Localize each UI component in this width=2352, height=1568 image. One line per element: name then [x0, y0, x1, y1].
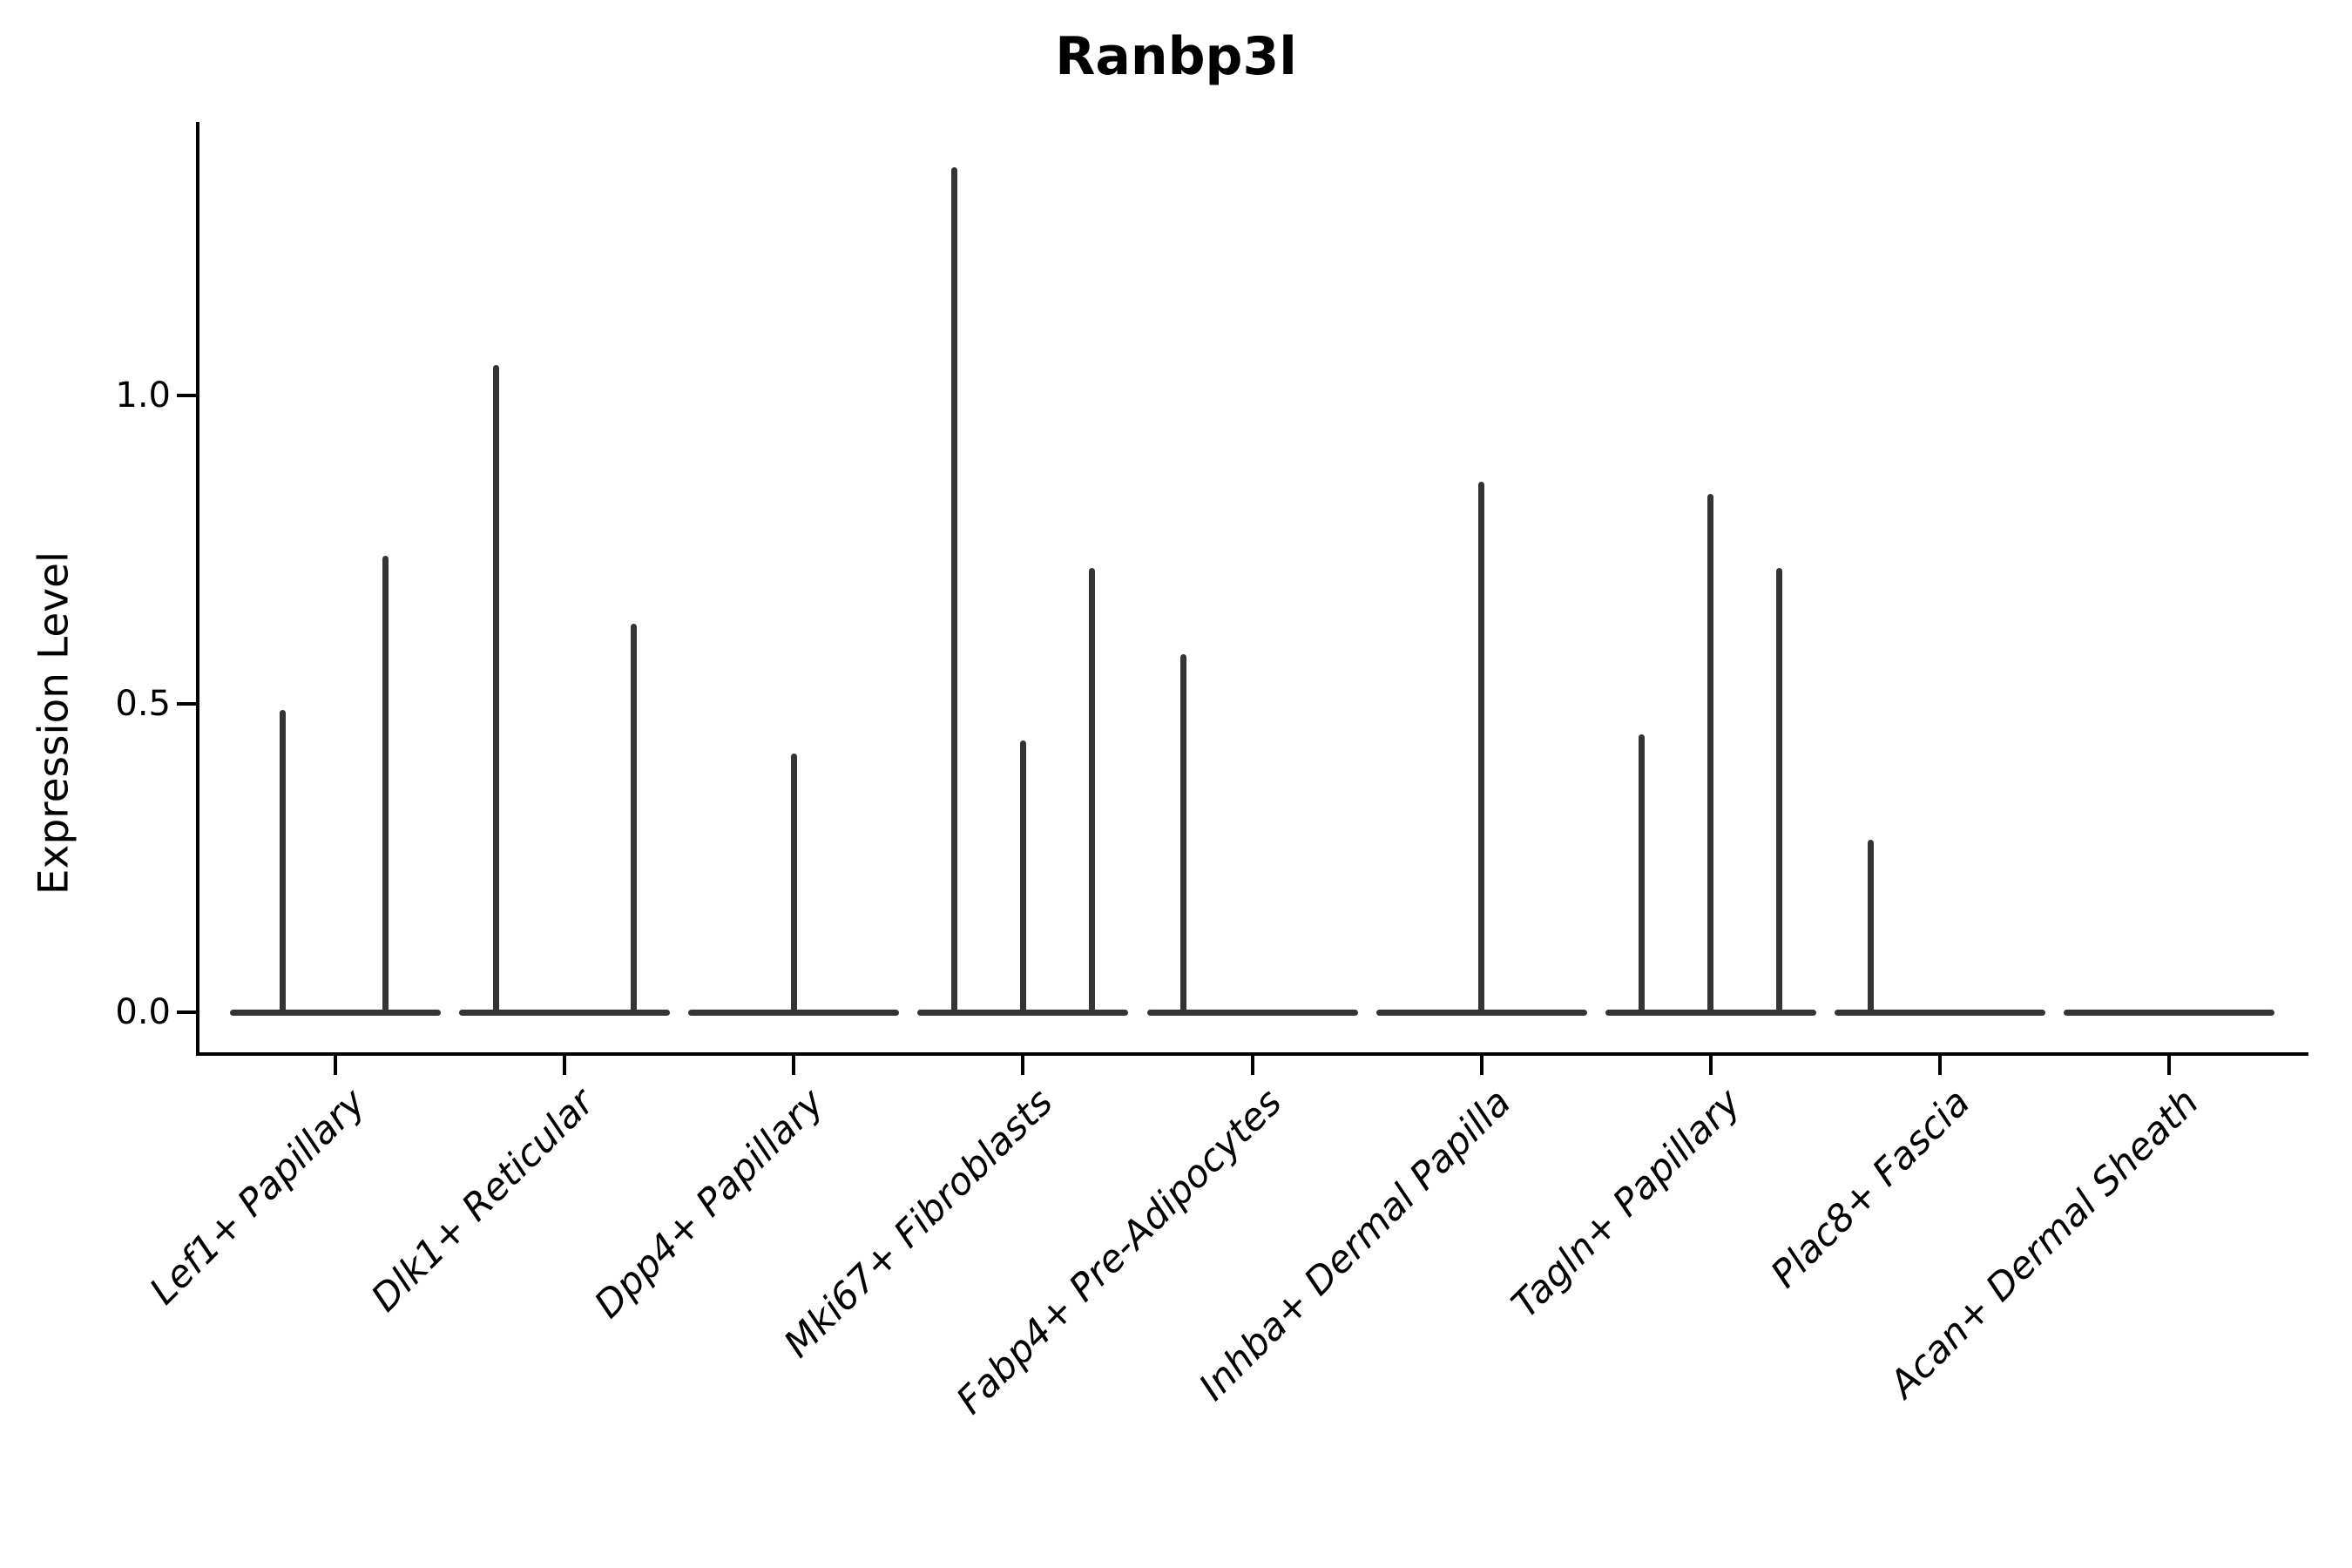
y-tick: [177, 1010, 196, 1014]
x-axis-spine: [196, 1052, 2308, 1056]
violin-baseline: [230, 1009, 441, 1016]
x-tick-label: Tagln+ Papillary: [1503, 1080, 1749, 1327]
violin-spike: [1019, 740, 1026, 1012]
violin-spike: [1639, 734, 1646, 1012]
x-tick: [792, 1056, 796, 1075]
x-tick: [563, 1056, 567, 1075]
x-tick-label: Dpp4+ Papillary: [585, 1080, 833, 1328]
x-tick: [1937, 1056, 1942, 1075]
violin-spike: [630, 623, 637, 1012]
violin-baseline: [688, 1009, 900, 1016]
plot-title: Ranbp3l: [1055, 26, 1297, 87]
violin-spike: [1478, 482, 1485, 1012]
x-tick-label: Dlk1+ Reticular: [362, 1080, 604, 1321]
y-tick-label: 0.5: [115, 684, 171, 724]
violin-baseline: [917, 1009, 1129, 1016]
violin-baseline: [1375, 1009, 1587, 1016]
y-tick-label: 1.0: [115, 375, 171, 416]
x-tick: [2167, 1056, 2171, 1075]
violin-baseline: [459, 1009, 671, 1016]
violin-baseline: [1834, 1009, 2045, 1016]
violin-spike: [1868, 839, 1875, 1012]
violin-spike: [492, 364, 499, 1012]
y-tick: [177, 702, 196, 706]
violin-spike: [790, 753, 797, 1012]
x-tick: [1021, 1056, 1025, 1075]
violin-spike: [1776, 568, 1783, 1012]
x-tick: [1708, 1056, 1713, 1075]
violin-spike: [1707, 494, 1714, 1012]
x-tick-label: Plac8+ Fascia: [1762, 1080, 1978, 1297]
violin-spike: [950, 167, 957, 1012]
x-tick: [1479, 1056, 1484, 1075]
y-tick: [177, 394, 196, 397]
x-tick-label: Lef1+ Papillary: [141, 1080, 374, 1314]
y-tick-label: 0.0: [115, 992, 171, 1032]
violin-spike: [279, 710, 286, 1012]
violin-spike: [1088, 568, 1095, 1012]
x-tick: [334, 1056, 337, 1075]
violin-spike: [382, 556, 389, 1012]
y-axis-spine: [196, 122, 199, 1056]
x-tick: [1250, 1056, 1254, 1075]
y-axis-label: Expression Level: [30, 551, 78, 896]
violin-spike: [1180, 654, 1187, 1012]
violin-baseline: [1146, 1009, 1358, 1016]
violin-baseline: [2064, 1009, 2274, 1016]
violin-baseline: [1605, 1009, 1816, 1016]
